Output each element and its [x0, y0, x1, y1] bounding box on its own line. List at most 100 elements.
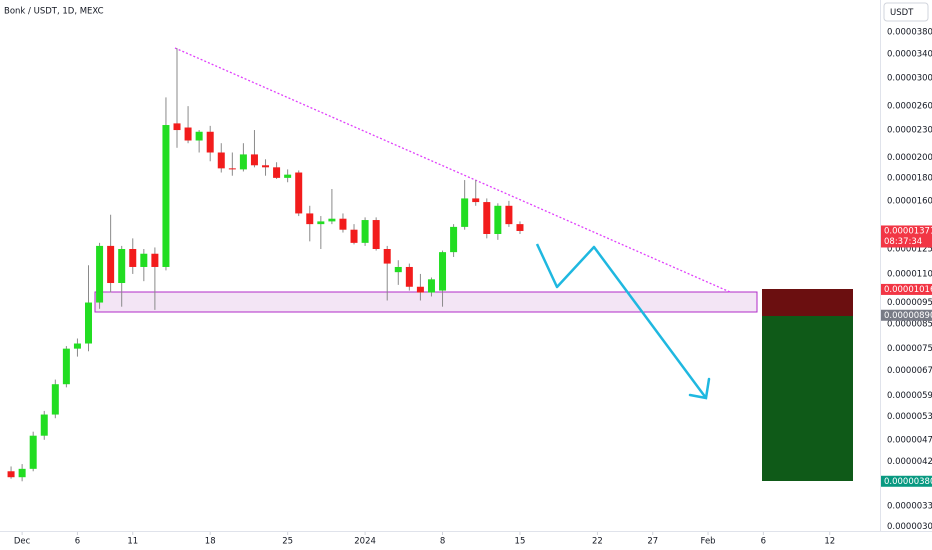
candle-body [306, 213, 314, 225]
candle-body [217, 152, 225, 169]
x-tick-label: 25 [282, 537, 293, 547]
stop-zone [762, 289, 853, 316]
candle-body [206, 131, 214, 153]
candle-body [461, 198, 469, 227]
candle-body [273, 167, 281, 178]
candle-body [383, 248, 391, 264]
candle-body [483, 202, 491, 234]
x-tick-label: Feb [701, 537, 716, 547]
candle-body [184, 127, 192, 141]
candle-body [450, 226, 458, 253]
chart-title: Bonk / USDT, 1D, MEXC [4, 7, 104, 17]
currency-button[interactable] [883, 2, 929, 22]
x-tick-label: 15 [515, 537, 526, 547]
candle-body [472, 198, 480, 203]
candles [7, 48, 524, 482]
price-tag-label: 0.00001371 [884, 226, 932, 236]
price-tags: 0.0000137108:37:340.000010160.000008900.… [881, 225, 932, 487]
candle-body [494, 205, 502, 234]
support-zone [94, 291, 758, 313]
candle-body [85, 302, 93, 344]
candle-body [295, 172, 303, 214]
x-tick-label: Dec [14, 537, 31, 547]
candle-body [416, 286, 424, 293]
y-tick-label: 0.00000335 [887, 501, 932, 511]
candle-body [96, 245, 104, 303]
target-zone [762, 316, 853, 481]
x-tick-label: 22 [592, 537, 603, 547]
candle-body [173, 123, 181, 131]
candle-body [361, 220, 369, 243]
candle-body [427, 279, 435, 293]
candle-body [40, 414, 48, 436]
countdown: 08:37:34 [884, 237, 922, 247]
x-tick-label: 6 [75, 537, 80, 547]
candle-body [51, 384, 59, 415]
candle-body [195, 131, 203, 141]
candle-body [317, 221, 325, 225]
candle-body [140, 253, 148, 267]
x-tick-label: 11 [127, 537, 138, 547]
currency-label[interactable]: USDT [890, 8, 914, 18]
price-tag [881, 225, 932, 248]
candle-body [118, 248, 126, 284]
x-tick-label: 6 [761, 537, 766, 547]
candle-body [62, 348, 70, 385]
candle-body [151, 253, 159, 267]
candle-body [228, 168, 236, 170]
candle-body [350, 229, 358, 243]
price-tag-label: 0.00000380 [884, 477, 932, 487]
candle-body [239, 154, 247, 170]
candle-body [7, 471, 15, 478]
projection-arrow [535, 243, 708, 399]
trend-line [174, 47, 731, 293]
arrow-head [688, 377, 711, 400]
candle-body [262, 165, 270, 168]
candle-body [328, 218, 336, 222]
price-tag-label: 0.00000890 [884, 311, 932, 321]
candle-body [439, 252, 447, 291]
candle-body [18, 468, 26, 478]
y-tick-label: 0.00000301 [887, 522, 932, 532]
candle-body [284, 174, 292, 178]
candle-body [73, 343, 81, 349]
candle-body [107, 245, 115, 284]
candle-body [516, 224, 524, 231]
x-tick-label: 8 [440, 537, 445, 547]
x-tick-label: 27 [647, 537, 658, 547]
price-tag [881, 475, 932, 487]
x-tick-label: 18 [205, 537, 216, 547]
candle-body [505, 205, 513, 225]
candle-body [29, 435, 37, 469]
candle-body [250, 154, 258, 166]
candle-body [405, 266, 413, 287]
price-tag [881, 309, 932, 321]
drawings [94, 47, 853, 481]
candle-body [372, 220, 380, 249]
candle-body [162, 125, 170, 267]
candle-body [394, 266, 402, 273]
x-tick-label: 12 [824, 537, 835, 547]
candle-body [339, 218, 347, 230]
price-tag [881, 283, 932, 295]
